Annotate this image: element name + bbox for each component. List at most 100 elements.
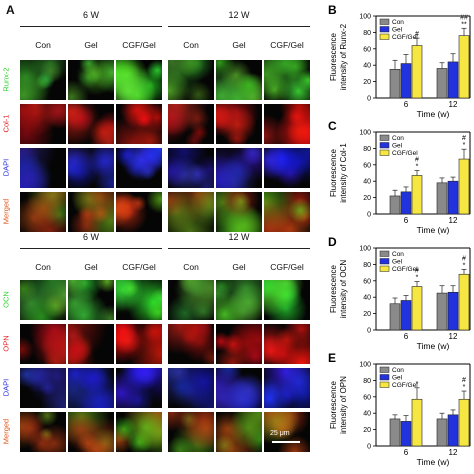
micrograph-tile xyxy=(216,104,262,144)
group-header: Gel xyxy=(84,40,98,50)
bar xyxy=(436,68,448,99)
week-underline xyxy=(20,26,162,27)
bar-chart-d: D Fluorescence intensity of OCN 0 20 40 60 80 10… xyxy=(328,235,471,351)
micrograph-tile xyxy=(20,368,66,408)
bar xyxy=(411,398,423,447)
significance-marker: # xyxy=(415,268,419,275)
micrograph-tile xyxy=(264,280,310,320)
y-tick-label: 60 xyxy=(363,278,371,285)
legend-label: Con xyxy=(392,367,404,374)
group-header: Con xyxy=(183,262,199,272)
y-axis-label: Fluorescence xyxy=(329,264,338,313)
bar-chart-c: C Fluorescence intensity of Col-1 0 20 40 60 80… xyxy=(328,119,471,235)
legend-swatch xyxy=(379,149,390,156)
micrograph-tile xyxy=(20,148,66,188)
y-tick-label: 60 xyxy=(363,162,371,169)
micrograph-tile xyxy=(216,280,262,320)
week-underline xyxy=(168,248,310,249)
panel-letter-a: A xyxy=(6,3,15,17)
micrograph-tile xyxy=(116,104,162,144)
y-tick-label: 60 xyxy=(363,46,371,53)
significance-marker: # xyxy=(462,255,466,262)
micrograph-tile xyxy=(20,60,66,100)
micrograph-tile xyxy=(216,324,262,364)
bar xyxy=(389,418,401,447)
group-header: Gel xyxy=(232,262,246,272)
week-underline xyxy=(168,26,310,27)
bar xyxy=(400,300,412,331)
bar xyxy=(458,273,470,331)
group-header: CGF/Gel xyxy=(122,40,156,50)
micrograph-tile xyxy=(168,280,214,320)
significance-marker: ** xyxy=(461,21,467,28)
x-axis-label: Time (w) xyxy=(417,341,450,351)
x-axis-label: Time (w) xyxy=(417,109,450,119)
legend-swatch xyxy=(379,265,390,272)
row-label: DAPI xyxy=(1,378,11,397)
group-header: Con xyxy=(35,262,51,272)
micrograph-tile xyxy=(116,324,162,364)
micrograph-tile xyxy=(168,412,214,452)
panel-letter: E xyxy=(328,351,336,365)
group-header: Con xyxy=(35,40,51,50)
week-label: 12 W xyxy=(228,232,250,242)
y-tick-label: 40 xyxy=(363,179,371,186)
y-tick-label: 40 xyxy=(363,295,371,302)
y-tick-label: 0 xyxy=(367,96,371,103)
y-axis-label: Fluorescence xyxy=(329,148,338,197)
micrograph-tile xyxy=(116,60,162,100)
y-tick-label: 80 xyxy=(363,30,371,37)
legend-label: Con xyxy=(392,19,404,26)
group-header: CGF/Gel xyxy=(122,262,156,272)
y-tick-label: 20 xyxy=(363,427,371,434)
legend-swatch xyxy=(379,33,390,40)
micrograph-tile xyxy=(264,104,310,144)
week-label: 6 W xyxy=(82,232,99,242)
y-tick-label: 80 xyxy=(363,378,371,385)
micrograph-tile xyxy=(168,60,214,100)
micrograph-tile xyxy=(68,104,114,144)
bar xyxy=(400,191,412,215)
bar xyxy=(458,398,470,447)
y-tick-label: 100 xyxy=(359,246,371,253)
micrograph-tile xyxy=(168,368,214,408)
micrograph-tile xyxy=(168,324,214,364)
micrograph-tile xyxy=(68,60,114,100)
micrograph-tile xyxy=(20,192,66,232)
micrograph-tile xyxy=(116,148,162,188)
row-label: Col-1 xyxy=(1,114,11,133)
week-underline xyxy=(20,248,162,249)
significance-marker: * xyxy=(416,275,419,282)
bar xyxy=(411,286,423,331)
x-tick-label: 12 xyxy=(449,100,458,109)
y-tick-label: 100 xyxy=(359,362,371,369)
y-tick-label: 40 xyxy=(363,63,371,70)
x-tick-label: 12 xyxy=(449,216,458,225)
significance-marker: # xyxy=(462,135,466,142)
row-label: DAPI xyxy=(1,158,11,177)
y-tick-label: 100 xyxy=(359,14,371,21)
scale-bar-label: 25 μm xyxy=(270,430,290,437)
legend-label: CGF/Gel xyxy=(392,34,418,41)
bar xyxy=(436,292,448,331)
significance-marker: * xyxy=(416,381,419,388)
group-header: CGF/Gel xyxy=(270,40,304,50)
bar xyxy=(400,63,412,99)
legend-swatch xyxy=(379,381,390,388)
bar xyxy=(447,180,459,215)
group-header: CGF/Gel xyxy=(270,262,304,272)
micrograph-tile xyxy=(216,192,262,232)
micrograph-tile xyxy=(216,148,262,188)
legend-swatch xyxy=(379,18,390,25)
significance-marker: * xyxy=(463,142,466,149)
scale-bar xyxy=(272,441,300,443)
micrograph-tile xyxy=(116,280,162,320)
y-tick-label: 60 xyxy=(363,394,371,401)
x-tick-label: 6 xyxy=(404,332,409,341)
micrograph-tile xyxy=(216,60,262,100)
micrograph-tile xyxy=(20,412,66,452)
significance-marker: # xyxy=(462,377,466,384)
significance-marker: * xyxy=(416,164,419,171)
bar-chart-e: E Fluorescence intensity of OPN 0 20 40 60 80 10… xyxy=(328,351,471,467)
legend-label: Con xyxy=(392,251,404,258)
